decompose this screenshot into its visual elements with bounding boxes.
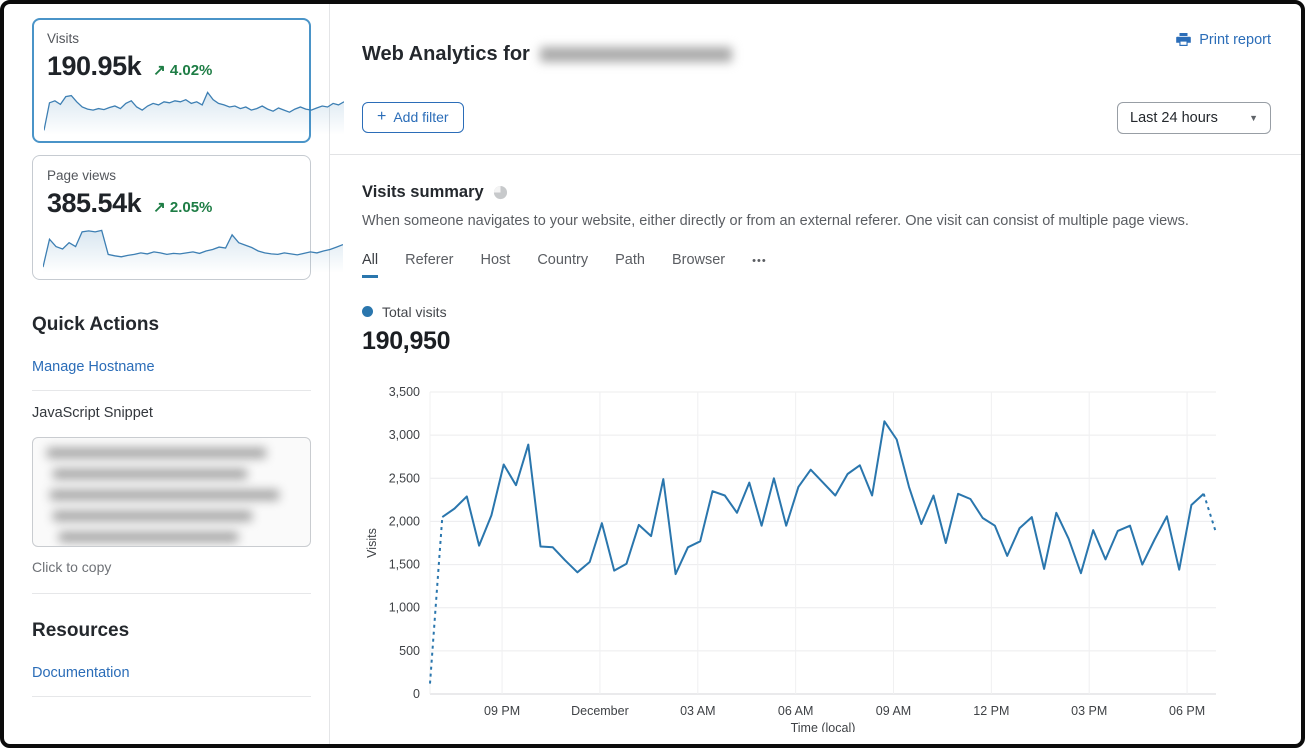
arrow-up-right-icon: ↗	[153, 199, 166, 216]
plus-icon: +	[377, 108, 387, 126]
svg-text:2,000: 2,000	[389, 514, 420, 528]
total-visits-legend-dot	[362, 306, 373, 318]
redacted-code-line	[47, 448, 267, 458]
pageviews-card-delta: ↗ 2.05%	[153, 199, 213, 216]
time-range-dropdown[interactable]: Last 24 hours ▼	[1117, 101, 1271, 134]
total-visits-legend-label: Total visits	[382, 303, 447, 320]
pie-chart-icon	[493, 185, 507, 199]
metric-card-visits[interactable]: Visits 190.95k ↗ 4.02%	[32, 18, 344, 143]
total-visits-value: 190,950	[362, 326, 451, 355]
svg-text:06 AM: 06 AM	[778, 704, 813, 718]
pageviews-sparkline-chart	[43, 229, 343, 273]
chevron-down-icon: ▼	[1249, 112, 1258, 123]
divider	[32, 593, 311, 594]
svg-text:0: 0	[413, 687, 420, 701]
main-panel: Web Analytics for Print report + Add fil…	[330, 4, 1301, 744]
svg-text:Visits: Visits	[365, 528, 379, 558]
svg-text:December: December	[571, 704, 629, 718]
quick-actions-heading: Quick Actions	[32, 314, 160, 335]
svg-text:09 AM: 09 AM	[876, 704, 911, 718]
redacted-code-line	[53, 511, 253, 521]
pageviews-card-value: 385.54k	[47, 188, 142, 218]
click-to-copy-hint: Click to copy	[32, 559, 112, 575]
pageviews-card-label: Page views	[47, 168, 117, 183]
redacted-code-line	[50, 490, 280, 500]
visits-sparkline-chart	[44, 91, 344, 135]
svg-text:500: 500	[399, 644, 420, 658]
arrow-up-right-icon: ↗	[153, 62, 166, 79]
sidebar: Visits 190.95k ↗ 4.02% Page views 385.54…	[4, 4, 344, 744]
manage-hostname-link[interactable]: Manage Hostname	[32, 359, 155, 375]
tabs-overflow-button[interactable]: •••	[752, 255, 767, 268]
svg-text:Time (local): Time (local)	[791, 721, 856, 732]
visits-card-delta: ↗ 4.02%	[153, 62, 213, 79]
visits-card-label: Visits	[47, 31, 80, 46]
svg-text:3,500: 3,500	[389, 385, 420, 399]
svg-text:1,000: 1,000	[389, 600, 420, 614]
javascript-snippet-label: JavaScript Snippet	[32, 405, 153, 421]
print-report-button[interactable]: Print report	[1175, 32, 1271, 48]
summary-tabs: All Referer Host Country Path Browser •••	[362, 252, 1271, 278]
divider	[330, 153, 1301, 155]
tab-host[interactable]: Host	[480, 251, 511, 268]
svg-text:06 PM: 06 PM	[1169, 704, 1205, 718]
javascript-snippet-code-box[interactable]	[32, 437, 311, 547]
tab-country[interactable]: Country	[537, 251, 589, 268]
svg-text:03 AM: 03 AM	[680, 704, 715, 718]
visits-summary-description: When someone navigates to your website, …	[362, 212, 1189, 229]
svg-text:1,500: 1,500	[389, 557, 420, 571]
divider	[32, 390, 311, 391]
page-title: Web Analytics for	[362, 43, 732, 66]
divider	[32, 696, 311, 697]
time-range-value: Last 24 hours	[1130, 109, 1218, 126]
svg-text:3,000: 3,000	[389, 428, 420, 442]
tab-all[interactable]: All	[362, 252, 379, 278]
tab-browser[interactable]: Browser	[671, 251, 726, 268]
metric-card-pageviews[interactable]: Page views 385.54k ↗ 2.05%	[32, 155, 343, 280]
visits-card-value: 190.95k	[47, 51, 142, 81]
resources-heading: Resources	[32, 620, 130, 641]
site-domain-redacted	[539, 47, 732, 63]
redacted-code-line	[59, 532, 239, 542]
tab-path[interactable]: Path	[615, 251, 645, 268]
visits-time-series-chart: 0 500 1,000 1,500 2,000 2,500 3,000 3,500 09 PM D…	[365, 385, 1217, 735]
visits-summary-title: Visits summary	[362, 182, 484, 201]
documentation-link[interactable]: Documentation	[32, 665, 130, 681]
svg-text:03 PM: 03 PM	[1071, 704, 1107, 718]
add-filter-button[interactable]: + Add filter	[362, 102, 464, 134]
svg-text:2,500: 2,500	[389, 471, 420, 485]
tab-referer[interactable]: Referer	[405, 251, 454, 268]
svg-text:09 PM: 09 PM	[484, 704, 520, 718]
svg-text:12 PM: 12 PM	[973, 704, 1009, 718]
printer-icon	[1176, 33, 1192, 46]
redacted-code-line	[53, 469, 248, 479]
